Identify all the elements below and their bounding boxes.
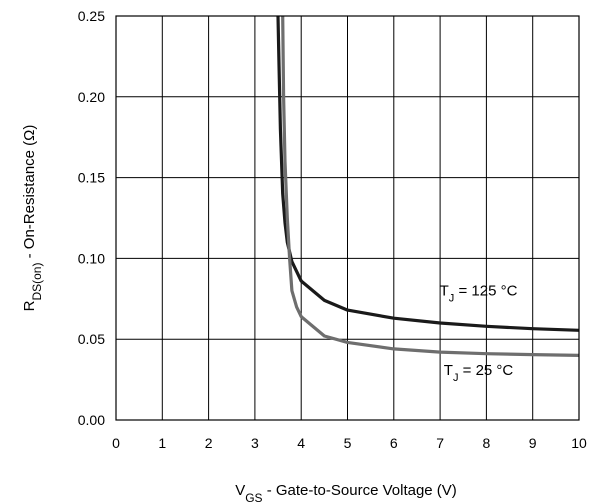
x-tick-label: 7 [436, 435, 444, 451]
series-annotations: TJ = 125 °C TJ = 25 °C [440, 283, 518, 384]
x-tick-label: 1 [158, 435, 166, 451]
x-tick-label: 10 [571, 435, 587, 451]
y-tick-label: 0.20 [78, 89, 105, 105]
x-tick-label: 5 [344, 435, 352, 451]
x-axis-label: VGS - Gate-to-Source Voltage (V) [235, 482, 457, 502]
x-tick-label: 2 [205, 435, 213, 451]
y-tick-labels: 0.00 0.05 0.10 0.15 0.20 0.25 [78, 8, 105, 428]
series-line-25c [281, 15, 580, 357]
y-tick-label: 0.25 [78, 8, 105, 24]
grid-lines [116, 16, 579, 420]
x-tick-label: 4 [297, 435, 305, 451]
y-tick-label: 0.15 [78, 170, 105, 186]
y-tick-label: 0.05 [78, 331, 105, 347]
annotation-25c: TJ = 25 °C [444, 362, 514, 384]
x-tick-labels: 0 1 2 3 4 5 6 7 8 9 10 [112, 435, 587, 451]
y-tick-label: 0.10 [78, 250, 105, 266]
series-lines [276, 15, 580, 357]
x-tick-label: 9 [529, 435, 537, 451]
y-tick-label: 0.00 [78, 412, 105, 428]
x-tick-label: 0 [112, 435, 120, 451]
y-axis-label: RDS(on) - On-Resistance (Ω) [21, 125, 44, 312]
x-tick-label: 6 [390, 435, 398, 451]
x-tick-label: 8 [483, 435, 491, 451]
x-tick-label: 3 [251, 435, 259, 451]
plot-frame [115, 15, 580, 421]
annotation-125c: TJ = 125 °C [440, 283, 518, 305]
series-line-125c [276, 15, 580, 332]
